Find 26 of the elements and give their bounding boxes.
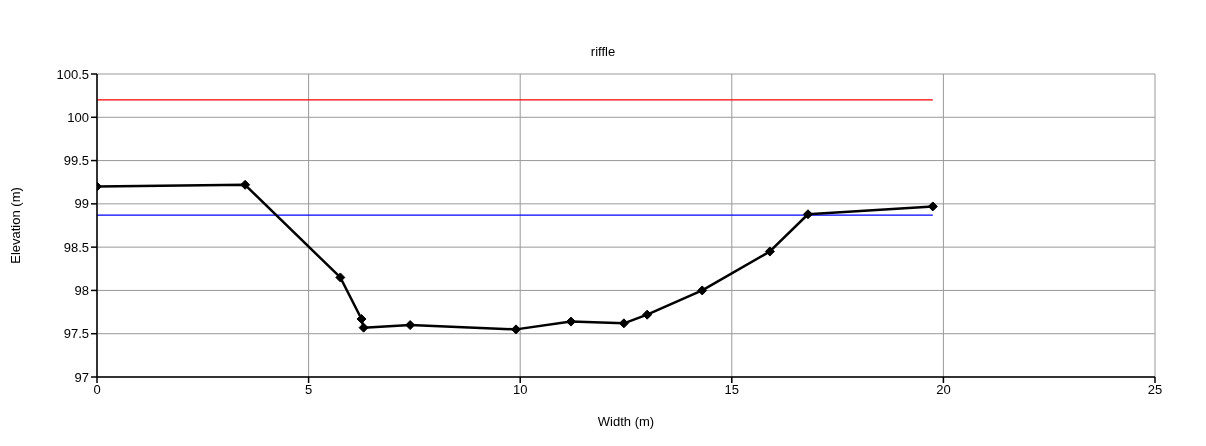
y-tick-label: 100.5 xyxy=(56,66,89,82)
x-tick-label: 15 xyxy=(724,382,740,398)
y-tick-label: 99.5 xyxy=(63,153,89,169)
point xyxy=(356,314,367,324)
x-tick-label: 0 xyxy=(93,382,101,398)
point xyxy=(335,272,346,283)
x-tick-label: 20 xyxy=(936,382,951,398)
y-axis-title: Elevation (m) xyxy=(7,187,23,264)
point xyxy=(358,322,369,333)
x-tick-label: 5 xyxy=(304,382,313,398)
y-tick-label: 98 xyxy=(74,283,89,299)
point xyxy=(697,285,708,296)
point xyxy=(764,246,775,257)
point xyxy=(927,201,938,212)
y-tick-label: 99 xyxy=(74,196,89,212)
y-tick-label: 97 xyxy=(74,369,89,385)
point xyxy=(642,309,653,320)
point xyxy=(240,179,251,190)
x-tick-label: 10 xyxy=(512,382,528,398)
x-tick-label: 25 xyxy=(1147,382,1163,398)
point xyxy=(802,209,813,220)
x-axis-title: Width (m) xyxy=(597,414,655,429)
y-tick-label: 97.5 xyxy=(63,326,89,342)
chart-title: riffle xyxy=(589,44,617,59)
y-tick-label: 100 xyxy=(67,109,89,125)
y-tick-label: 98.5 xyxy=(63,239,89,255)
